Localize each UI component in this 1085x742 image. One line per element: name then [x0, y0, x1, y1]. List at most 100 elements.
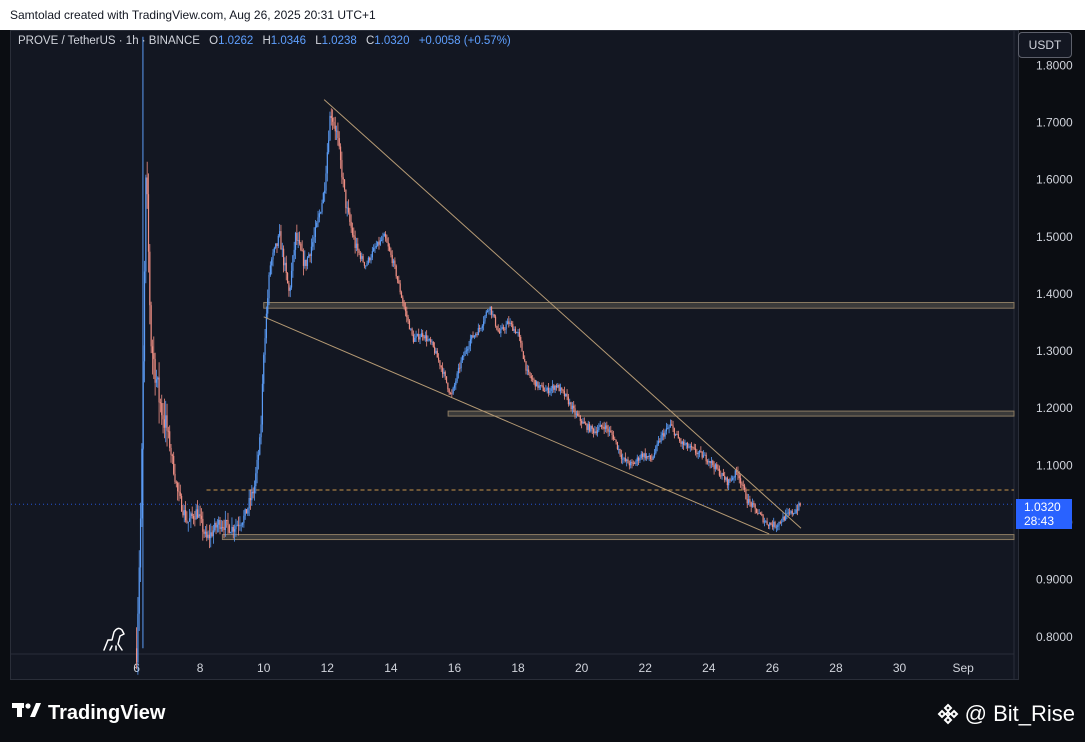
candle-body [426, 335, 428, 342]
candle-body [343, 179, 346, 190]
candle-body [271, 259, 273, 266]
candle-body [680, 441, 682, 444]
candle-body [330, 115, 332, 118]
candle-body [787, 512, 789, 514]
candle-body [618, 449, 620, 450]
candle-body [578, 415, 580, 417]
candle-body [366, 263, 368, 266]
candle-body [782, 516, 784, 522]
candle-body [630, 461, 632, 466]
candle-body [713, 465, 715, 470]
candle-body [689, 445, 691, 448]
candle-body [304, 259, 306, 266]
candle-body [632, 462, 634, 464]
candle-body [798, 503, 800, 511]
candle-body [239, 525, 241, 527]
candle-body [309, 254, 311, 256]
candle-body [367, 257, 369, 264]
candle-body [439, 360, 441, 366]
candle-body [455, 381, 457, 386]
candle-body [790, 510, 792, 514]
candle-body [530, 375, 532, 379]
candle-body [724, 475, 726, 480]
candle-body [379, 240, 381, 245]
candle-body [183, 509, 185, 516]
candle-body [529, 372, 531, 376]
candle-body [237, 524, 240, 526]
candle-body [265, 313, 267, 339]
candle-body [479, 328, 481, 329]
candle-body [155, 379, 158, 383]
dino-icon [103, 627, 125, 651]
candle-body [588, 424, 591, 432]
candle-body [316, 222, 318, 228]
candle-body [547, 387, 550, 394]
candle-body [391, 254, 393, 264]
candle-body [194, 518, 196, 520]
candle-body [602, 426, 604, 428]
candle-body [158, 377, 160, 403]
candle-body [595, 431, 597, 434]
candle-body [186, 520, 188, 523]
candle-body [308, 254, 310, 258]
candle-body [720, 475, 722, 477]
y-tick-label: 1.7000 [1036, 115, 1073, 129]
y-tick-label: 1.8000 [1036, 58, 1073, 72]
candle-body [473, 335, 475, 338]
candle-body [241, 522, 244, 525]
candle-body [147, 194, 150, 252]
footer-bar [0, 683, 1085, 742]
candle-body [647, 456, 649, 458]
candle-body [688, 447, 690, 449]
candle-body [338, 138, 340, 147]
candle-body [451, 393, 453, 395]
candle-body [296, 232, 298, 241]
candle-body [586, 424, 588, 430]
candle-body [404, 307, 407, 312]
candle-body [150, 305, 152, 347]
candle-body [175, 481, 177, 483]
author-handle[interactable]: @ Bit_Rise [937, 701, 1075, 727]
candle-body [494, 316, 497, 326]
candle-body [268, 274, 270, 299]
candle-body [301, 249, 303, 251]
candle-body [754, 504, 756, 509]
candle-body [231, 526, 233, 533]
candle-body [453, 385, 456, 388]
candle-body [223, 527, 225, 531]
candle-body [623, 457, 625, 459]
candle-body [285, 262, 287, 273]
handle-text: @ Bit_Rise [964, 701, 1075, 726]
candle-body [755, 508, 758, 514]
candle-body [440, 365, 442, 368]
candle-body [663, 433, 665, 437]
candle-body [743, 485, 746, 490]
candle-body [546, 387, 548, 391]
candle-body [704, 454, 706, 456]
candle-body [143, 271, 146, 362]
candle-body [362, 256, 364, 263]
currency-unit-button[interactable]: USDT [1018, 32, 1072, 58]
candle-body [192, 516, 195, 519]
symbol-label[interactable]: PROVE / TetherUS · 1h · BINANCE [18, 35, 200, 47]
candle-body [778, 521, 780, 526]
candle-body [141, 448, 143, 519]
candle-body [157, 377, 159, 380]
tradingview-brand[interactable]: TradingView [12, 701, 165, 725]
candle-body [281, 248, 283, 250]
candle-body [456, 373, 458, 382]
candle-body [775, 526, 777, 528]
candle-body [542, 385, 544, 392]
candle-body [430, 339, 432, 343]
candle-body [264, 338, 266, 355]
candle-body [624, 457, 626, 462]
candle-body [322, 193, 324, 204]
candle-body [581, 420, 583, 424]
candle-body [716, 464, 718, 469]
open-value: 1.0262 [218, 35, 254, 47]
candle-body [216, 524, 218, 528]
candle-body [293, 249, 295, 256]
candle-body [269, 265, 271, 275]
candle-body [407, 317, 409, 321]
